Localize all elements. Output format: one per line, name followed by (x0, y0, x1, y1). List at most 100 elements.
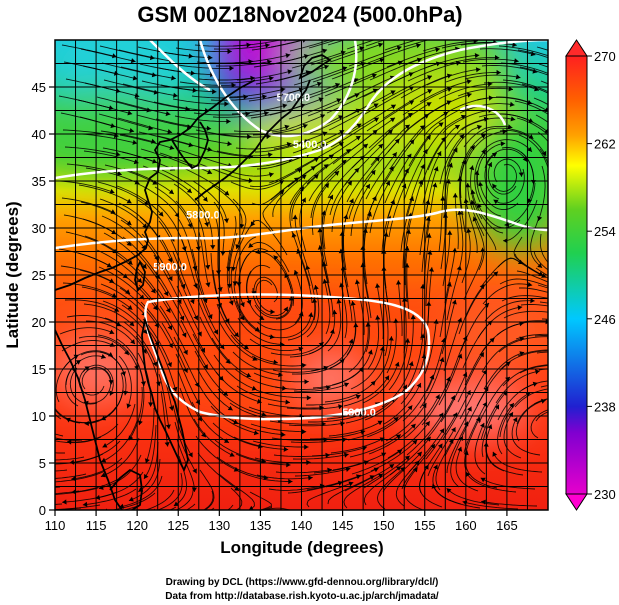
streamline-arrow (263, 110, 269, 116)
streamline (79, 116, 135, 132)
streamline-arrow (148, 402, 154, 407)
streamline-arrow (207, 169, 213, 175)
streamline-arrow (527, 146, 532, 152)
streamline (446, 421, 469, 474)
streamline-arrow (109, 278, 115, 283)
streamline-arrow (537, 263, 543, 268)
streamline (269, 420, 326, 425)
streamline (262, 189, 285, 235)
streamline (521, 380, 548, 391)
streamline-arrow (207, 314, 213, 319)
streamline (362, 361, 399, 404)
streamline-arrow (419, 125, 425, 130)
streamline-arrow (390, 90, 396, 95)
streamline-arrow (228, 300, 234, 306)
streamline (179, 81, 236, 86)
streamline (55, 473, 87, 479)
streamline (463, 125, 513, 148)
streamline (534, 335, 548, 337)
x-tick-label: 155 (414, 518, 436, 533)
streamline-arrow (152, 361, 158, 367)
streamline (499, 392, 531, 438)
streamline-arrow (130, 58, 136, 64)
streamline (155, 118, 212, 130)
streamline-arrow (356, 123, 362, 129)
streamline-arrow (250, 221, 256, 227)
streamline (366, 405, 413, 438)
streamline-arrow (375, 156, 380, 162)
streamline (343, 75, 395, 101)
streamline-arrow (459, 134, 465, 140)
streamline-arrow (466, 228, 472, 233)
streamline-arrow (457, 446, 463, 452)
streamline-arrow (400, 467, 405, 472)
streamline (421, 376, 451, 426)
streamline (530, 216, 543, 269)
streamline (236, 70, 293, 81)
streamline (402, 87, 453, 116)
streamline-arrow (509, 403, 514, 409)
streamline (518, 287, 548, 293)
streamline (216, 60, 272, 67)
streamline-arrow (306, 395, 312, 401)
streamline (383, 382, 422, 425)
streamline-arrow (378, 473, 383, 479)
streamline-arrow (420, 284, 426, 289)
streamline (369, 58, 422, 81)
height-contours (55, 40, 548, 421)
streamline-arrow (180, 283, 186, 289)
x-tick-label: 140 (291, 518, 313, 533)
streamline-arrow (235, 244, 241, 249)
streamline-arrow (251, 291, 257, 296)
streamline (96, 96, 152, 112)
streamline (473, 216, 485, 271)
streamline (511, 417, 541, 456)
streamline (537, 131, 548, 143)
colorbar-max-arrow (565, 39, 588, 57)
streamline-arrow (224, 101, 229, 107)
streamline-arrow (313, 285, 319, 290)
contour-5800 (55, 208, 548, 250)
streamline (365, 40, 386, 47)
streamline (135, 182, 180, 218)
streamline-arrow (338, 404, 343, 410)
streamline-arrow (440, 196, 446, 201)
streamline-arrow (489, 337, 495, 343)
streamline-arrow (152, 180, 158, 185)
streamline-arrow (439, 428, 445, 434)
coastline-korea (171, 121, 209, 170)
streamline (175, 353, 201, 405)
streamline-arrow (129, 128, 135, 134)
streamline (351, 449, 403, 475)
streamline (199, 316, 231, 365)
streamline-arrow (530, 298, 535, 304)
streamline (464, 416, 481, 471)
streamline (216, 150, 273, 157)
streamline (143, 424, 157, 480)
streamline (323, 278, 331, 335)
streamline-arrow (409, 86, 414, 91)
streamline (174, 115, 231, 122)
streamline (268, 312, 312, 339)
streamline-arrow (434, 33, 439, 38)
x-tick-label: 130 (208, 518, 230, 533)
streamline (99, 198, 148, 229)
streamline (288, 98, 342, 120)
streamline-arrow (243, 344, 249, 350)
streamline-arrow (428, 267, 434, 272)
streamline (458, 210, 464, 267)
streamline-arrow (229, 65, 234, 71)
streamline-arrow (355, 394, 361, 400)
colorbar-tick-label: 270 (594, 49, 616, 64)
contour-5500-edge (459, 104, 507, 126)
streamline (350, 346, 384, 390)
streamline-arrow (390, 199, 396, 205)
streamline (539, 148, 548, 165)
streamline (351, 129, 393, 169)
streamline-arrow (224, 190, 230, 196)
streamline-arrow (389, 464, 395, 469)
streamline-arrow (167, 257, 173, 263)
streamline (288, 422, 345, 427)
streamline-arrow (527, 282, 533, 287)
streamline-arrow (283, 446, 289, 452)
